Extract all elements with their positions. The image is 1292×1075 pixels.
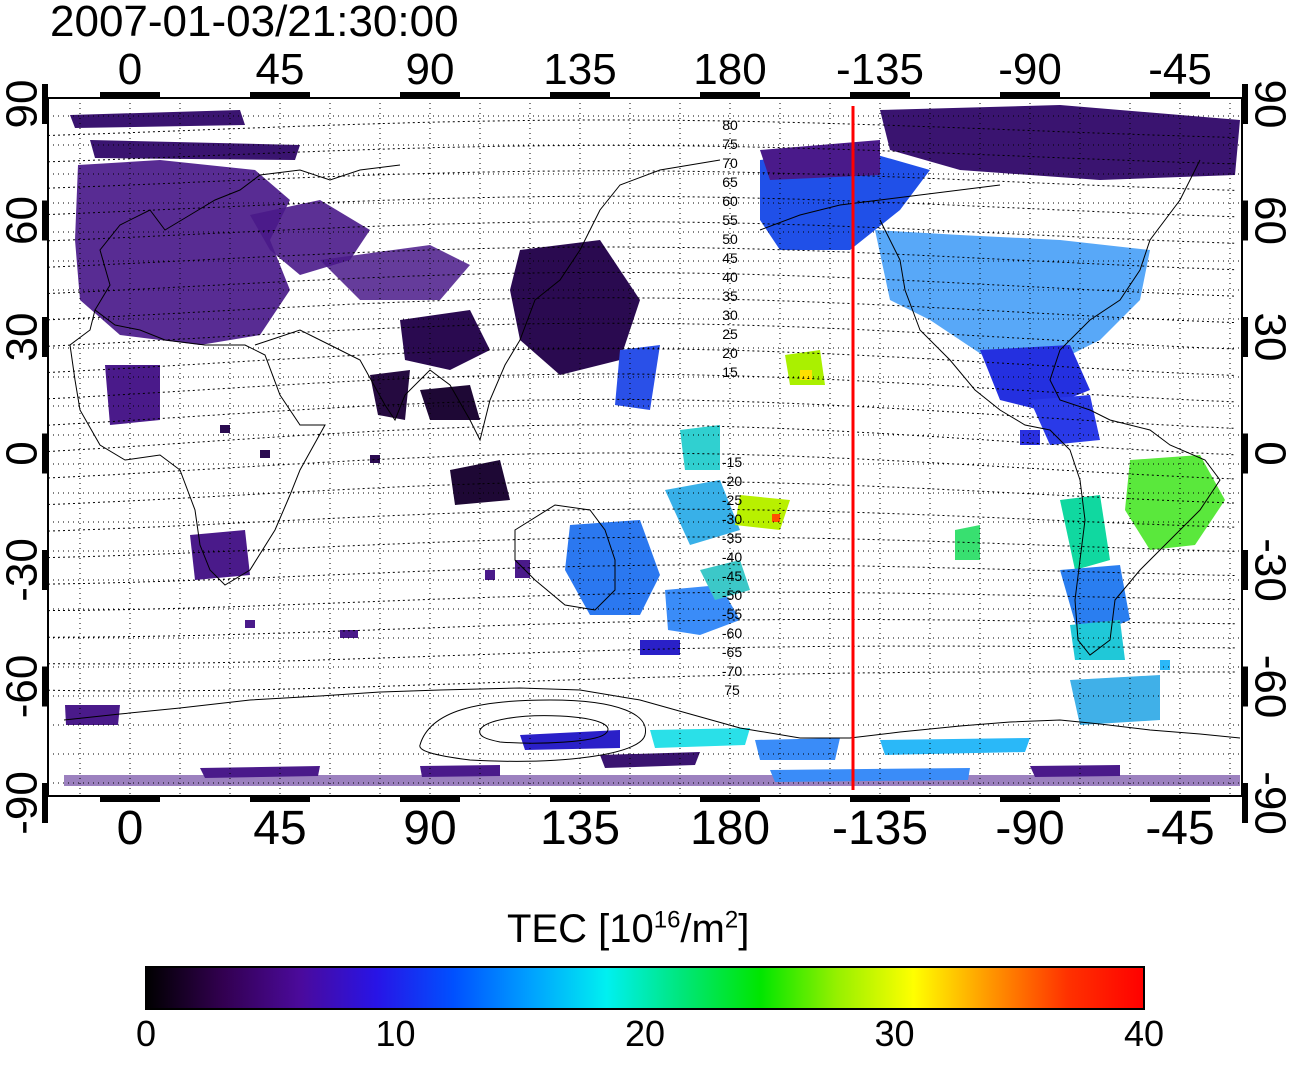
lon-tick-top: 180: [693, 45, 766, 94]
contour-label: -65: [722, 644, 742, 660]
colorbar-label-exp1: 16: [654, 907, 681, 934]
colorbar-gradient: [146, 967, 1144, 1009]
lon-tick-bottom: 90: [403, 802, 456, 855]
lon-tick-bottom: -90: [995, 802, 1064, 855]
contour-label: 25: [722, 326, 738, 342]
lat-tick-right: 30: [1246, 313, 1292, 362]
lon-tick-bottom: -135: [832, 802, 928, 855]
contour-label: 70: [722, 155, 738, 171]
colorbar-tick: 0: [136, 1012, 156, 1056]
contour-label: -45: [722, 568, 742, 584]
lon-tick-bottom: 135: [540, 802, 620, 855]
contour-label: 20: [722, 345, 738, 361]
lon-tick-top: -90: [998, 45, 1062, 94]
contour-label: 60: [722, 193, 738, 209]
lon-tick-top: 0: [118, 45, 142, 94]
contour-label: 75: [722, 136, 738, 152]
contour-label: 80: [722, 117, 738, 133]
contour-label: 55: [722, 212, 738, 228]
contour-labels: 80 75 70 65 60 55 50 45 40 35 30 25 20 15 -15 -20 -25 -30…: [722, 117, 742, 698]
lat-tick-left: -60: [0, 655, 47, 719]
lon-tick-top: -135: [836, 45, 924, 94]
colorbar-label: TEC [1016/m2]: [507, 905, 749, 953]
world-map: 80 75 70 65 60 55 50 45 40 35 30 25 20 15 -15 -20 -25 -30…: [0, 0, 1292, 880]
colorbar-tick: 20: [625, 1012, 665, 1056]
contour-label: -70: [722, 663, 742, 679]
lon-tick-top: 90: [406, 45, 455, 94]
lat-tick-left: -90: [0, 771, 47, 835]
contour-label: -35: [722, 530, 742, 546]
colorbar-label-exp2: 2: [725, 907, 738, 934]
contour-label: 15: [722, 364, 738, 380]
lat-tick-right: -90: [1246, 771, 1292, 835]
contour-label: 65: [722, 174, 738, 190]
lat-tick-right: 60: [1246, 196, 1292, 245]
lon-tick-bottom: 0: [117, 802, 144, 855]
lat-tick-left: 30: [0, 313, 47, 362]
contour-label: 45: [722, 250, 738, 266]
colorbar-label-main: TEC [10: [507, 907, 654, 951]
colorbar-tick: 10: [375, 1012, 415, 1056]
contour-label: -50: [722, 587, 742, 603]
lon-tick-top: 45: [256, 45, 305, 94]
contour-label: -30: [722, 511, 742, 527]
lat-tick-left: 90: [0, 80, 47, 129]
lat-tick-right: 0: [1246, 441, 1292, 465]
lon-tick-bottom: 45: [253, 802, 306, 855]
colorbar-label-end: ]: [738, 907, 749, 951]
colorbar-label-mid: /m: [680, 907, 724, 951]
contour-label: -40: [722, 549, 742, 565]
colorbar-tick: 30: [874, 1012, 914, 1056]
contour-label: 35: [722, 288, 738, 304]
contour-label: 50: [722, 231, 738, 247]
contour-label: -20: [722, 473, 742, 489]
lat-tick-right: -60: [1246, 655, 1292, 719]
lat-tick-left: 0: [0, 441, 47, 465]
contour-label: -55: [722, 606, 742, 622]
lat-tick-left: -30: [0, 538, 47, 602]
contour-label: -15: [722, 454, 742, 470]
lon-tick-bottom: -45: [1145, 802, 1214, 855]
lon-tick-top: 135: [543, 45, 616, 94]
colorbar-tick: 40: [1124, 1012, 1164, 1056]
contour-label: -25: [722, 492, 742, 508]
contour-label: -60: [722, 625, 742, 641]
contour-label: 75: [724, 682, 740, 698]
lat-tick-right: -30: [1246, 538, 1292, 602]
contour-label: 40: [722, 269, 738, 285]
lat-tick-right: 90: [1246, 80, 1292, 129]
lon-tick-top: -45: [1148, 45, 1212, 94]
lat-tick-left: 60: [0, 196, 47, 245]
lon-tick-bottom: 180: [690, 802, 770, 855]
contour-label: 30: [722, 307, 738, 323]
